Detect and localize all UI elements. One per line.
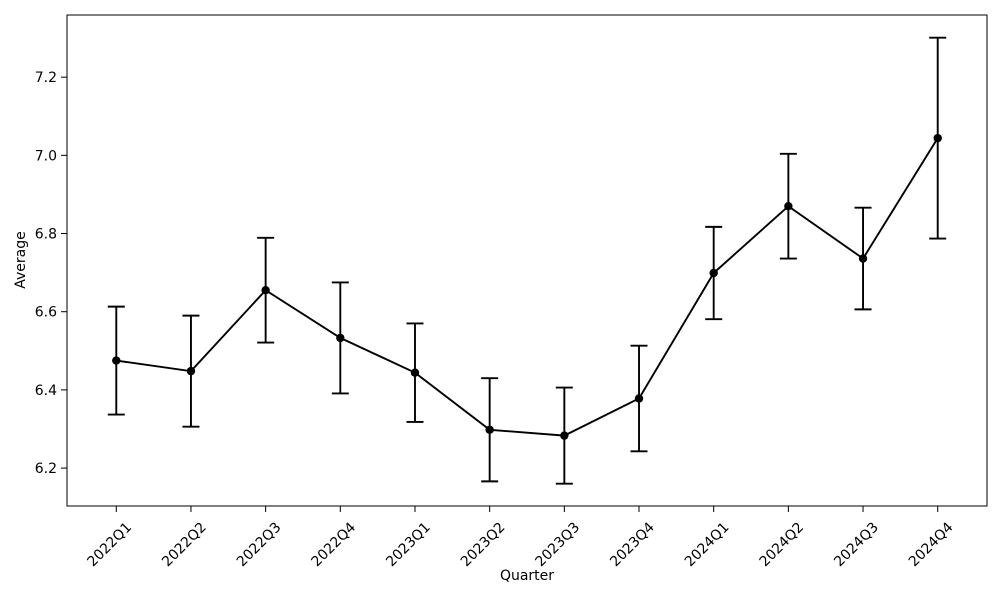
data-point <box>933 133 942 143</box>
y-tick-label: 6.4 <box>35 383 57 399</box>
series-line <box>116 137 939 437</box>
data-point <box>560 431 569 440</box>
y-tick-label: 6.2 <box>35 461 57 477</box>
y-axis-title: Average <box>13 231 29 289</box>
plot-frame <box>66 14 988 507</box>
data-point <box>858 254 868 263</box>
data-point <box>709 268 718 278</box>
y-tick-label: 7.2 <box>35 70 57 86</box>
x-tick-label: 2022Q2 <box>159 520 210 571</box>
x-axis-ticks: 2022Q1 2022Q2 2022Q3 2022Q4 2023Q1 2023Q2 2023… <box>85 506 957 570</box>
y-axis-ticks: 6.2 6.4 6.6 6.8 7.0 7.2 <box>35 70 67 477</box>
x-tick-label: 2023Q2 <box>458 520 509 571</box>
x-tick-label: 2023Q3 <box>533 520 584 571</box>
x-tick-label: 2024Q3 <box>831 520 882 571</box>
data-point <box>186 366 196 376</box>
y-tick-label: 7.0 <box>35 148 57 164</box>
data-point <box>410 368 420 377</box>
x-axis-title: Quarter <box>500 568 554 584</box>
data-point <box>784 201 793 211</box>
x-tick-label: 2023Q4 <box>607 519 658 570</box>
data-point <box>112 356 121 365</box>
y-tick-label: 6.6 <box>35 305 57 321</box>
data-series <box>107 36 947 485</box>
x-tick-label: 2023Q1 <box>383 520 434 571</box>
x-tick-label: 2024Q1 <box>682 520 733 571</box>
x-tick-label: 2022Q3 <box>234 520 285 571</box>
x-tick-label: 2024Q4 <box>906 519 957 570</box>
x-tick-label: 2022Q1 <box>85 520 136 571</box>
x-tick-label: 2024Q2 <box>757 520 808 571</box>
data-point <box>336 333 345 343</box>
data-point <box>261 286 270 295</box>
data-point <box>485 425 494 434</box>
data-point <box>634 394 644 403</box>
y-tick-label: 6.8 <box>35 227 57 243</box>
x-tick-label: 2022Q4 <box>309 519 360 570</box>
